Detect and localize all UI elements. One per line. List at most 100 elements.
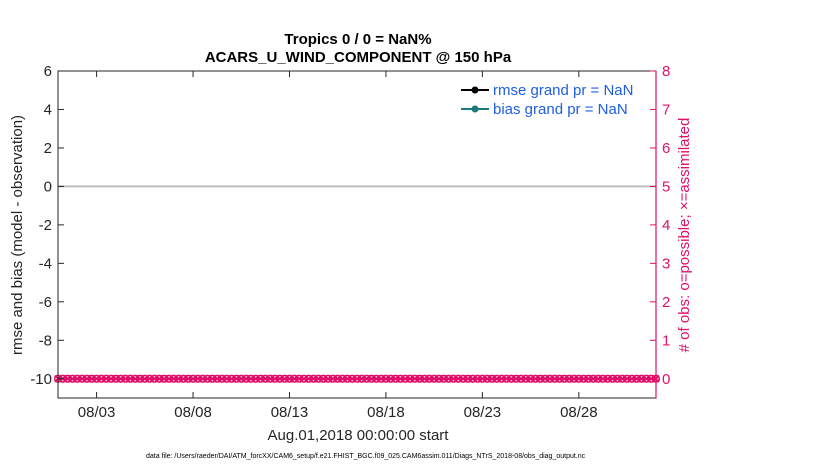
obs-possible-marker [68,374,77,383]
y-tick-label: -2 [39,217,52,234]
obs-possible-marker [126,374,135,383]
obs-possible-marker [565,374,574,383]
obs-possible-marker [372,374,381,383]
obs-possible-marker [468,374,477,383]
obs-possible-marker [193,374,202,383]
obs-possible-marker [574,374,583,383]
obs-possible-marker [454,374,463,383]
obs-possible-marker [97,374,106,383]
obs-possible-marker [92,374,101,383]
x-tick-label: 08/18 [367,404,405,421]
obs-possible-marker [637,374,646,383]
data-file-footnote: data file: /Users/raeder/DAI/ATM_forcXX/… [146,453,586,460]
y-tick-label: 2 [44,140,52,157]
obs-possible-marker [487,374,497,383]
obs-possible-marker [401,374,410,383]
y-tick-label: -6 [39,294,52,311]
obs-possible-marker [410,374,419,383]
obs-possible-marker [266,374,275,383]
y-tick-label: 6 [44,63,52,80]
obs-possible-marker [198,374,207,383]
legend: rmse grand pr = NaN bias grand pr = NaN [461,82,633,118]
obs-possible-marker [391,374,400,383]
obs-possible-marker [458,374,468,383]
obs-possible-marker [314,374,323,383]
obs-possible-marker [502,374,511,383]
obs-possible-marker [179,374,188,383]
obs-possible-marker [338,374,347,383]
legend-bias-label: bias grand pr = NaN [493,101,628,118]
obs-possible-marker [275,374,284,383]
y-tick-label: 4 [44,101,52,118]
obs-possible-marker [208,374,217,383]
obs-possible-marker [323,374,333,383]
obs-possible-marker [362,374,371,383]
obs-possible-marker [526,374,535,383]
obs-possible-marker [222,374,231,383]
y2-tick-label: 2 [662,294,670,311]
y2-tick-label: 1 [662,332,670,349]
obs-possible-marker [642,374,651,383]
obs-possible-marker [82,374,92,383]
obs-possible-marker [521,374,530,383]
obs-count-series [53,374,661,383]
y2-tick-label: 4 [662,217,670,234]
legend-rmse-label: rmse grand pr = NaN [493,82,633,99]
x-axis: 08/03 08/08 08/13 08/18 08/23 08/28 [78,71,598,421]
obs-possible-marker [213,374,222,383]
obs-possible-marker [333,374,342,383]
obs-possible-marker [169,374,178,383]
obs-possible-marker [150,374,159,383]
obs-possible-marker [246,374,256,383]
x-tick-label: 08/13 [271,404,309,421]
obs-possible-marker [463,374,473,383]
obs-possible-marker [251,374,260,383]
obs-possible-marker [569,374,579,383]
obs-possible-marker [589,374,598,383]
obs-possible-marker [550,374,559,383]
y-axis-left: -10 -8 -6 -4 -2 0 2 4 6 [30,63,64,388]
legend-rmse-marker [471,86,479,94]
y-axis-label: rmse and bias (model - observation) [9,115,26,355]
obs-possible-marker [352,374,362,383]
obs-possible-marker [295,374,304,383]
obs-possible-marker [449,374,458,383]
obs-possible-marker [121,374,130,383]
obs-possible-marker [304,374,313,383]
obs-possible-marker [237,374,246,383]
obs-possible-marker [608,374,617,383]
obs-possible-marker [203,374,212,383]
obs-possible-marker [598,374,608,383]
obs-possible-marker [319,374,328,383]
obs-possible-marker [116,374,125,383]
plot-frame [57,70,657,399]
legend-bias-marker [471,105,479,113]
obs-possible-marker [377,374,386,383]
obs-possible-marker [78,374,87,383]
obs-possible-marker [425,374,434,383]
obs-possible-marker [584,374,593,383]
obs-possible-marker [622,374,632,383]
obs-possible-marker [439,374,448,383]
obs-possible-marker [217,374,227,383]
y2-tick-label: 3 [662,255,670,272]
obs-possible-marker [63,374,72,383]
obs-possible-marker [512,374,521,383]
obs-possible-marker [328,374,337,383]
y-tick-label: -8 [39,332,52,349]
obs-possible-marker [184,374,193,383]
obs-possible-marker [473,374,482,383]
obs-possible-marker [531,374,540,383]
y2-tick-label: 0 [662,371,670,388]
obs-possible-marker [140,374,149,383]
obs-possible-marker [348,374,357,383]
obs-possible-marker [627,374,636,383]
obs-possible-marker [613,374,622,383]
obs-possible-marker [73,374,82,383]
obs-possible-marker [560,374,569,383]
obs-possible-marker [492,374,501,383]
obs-possible-marker [536,374,545,383]
obs-possible-marker [106,374,116,383]
obs-possible-marker [145,374,154,383]
obs-possible-marker [261,374,270,383]
